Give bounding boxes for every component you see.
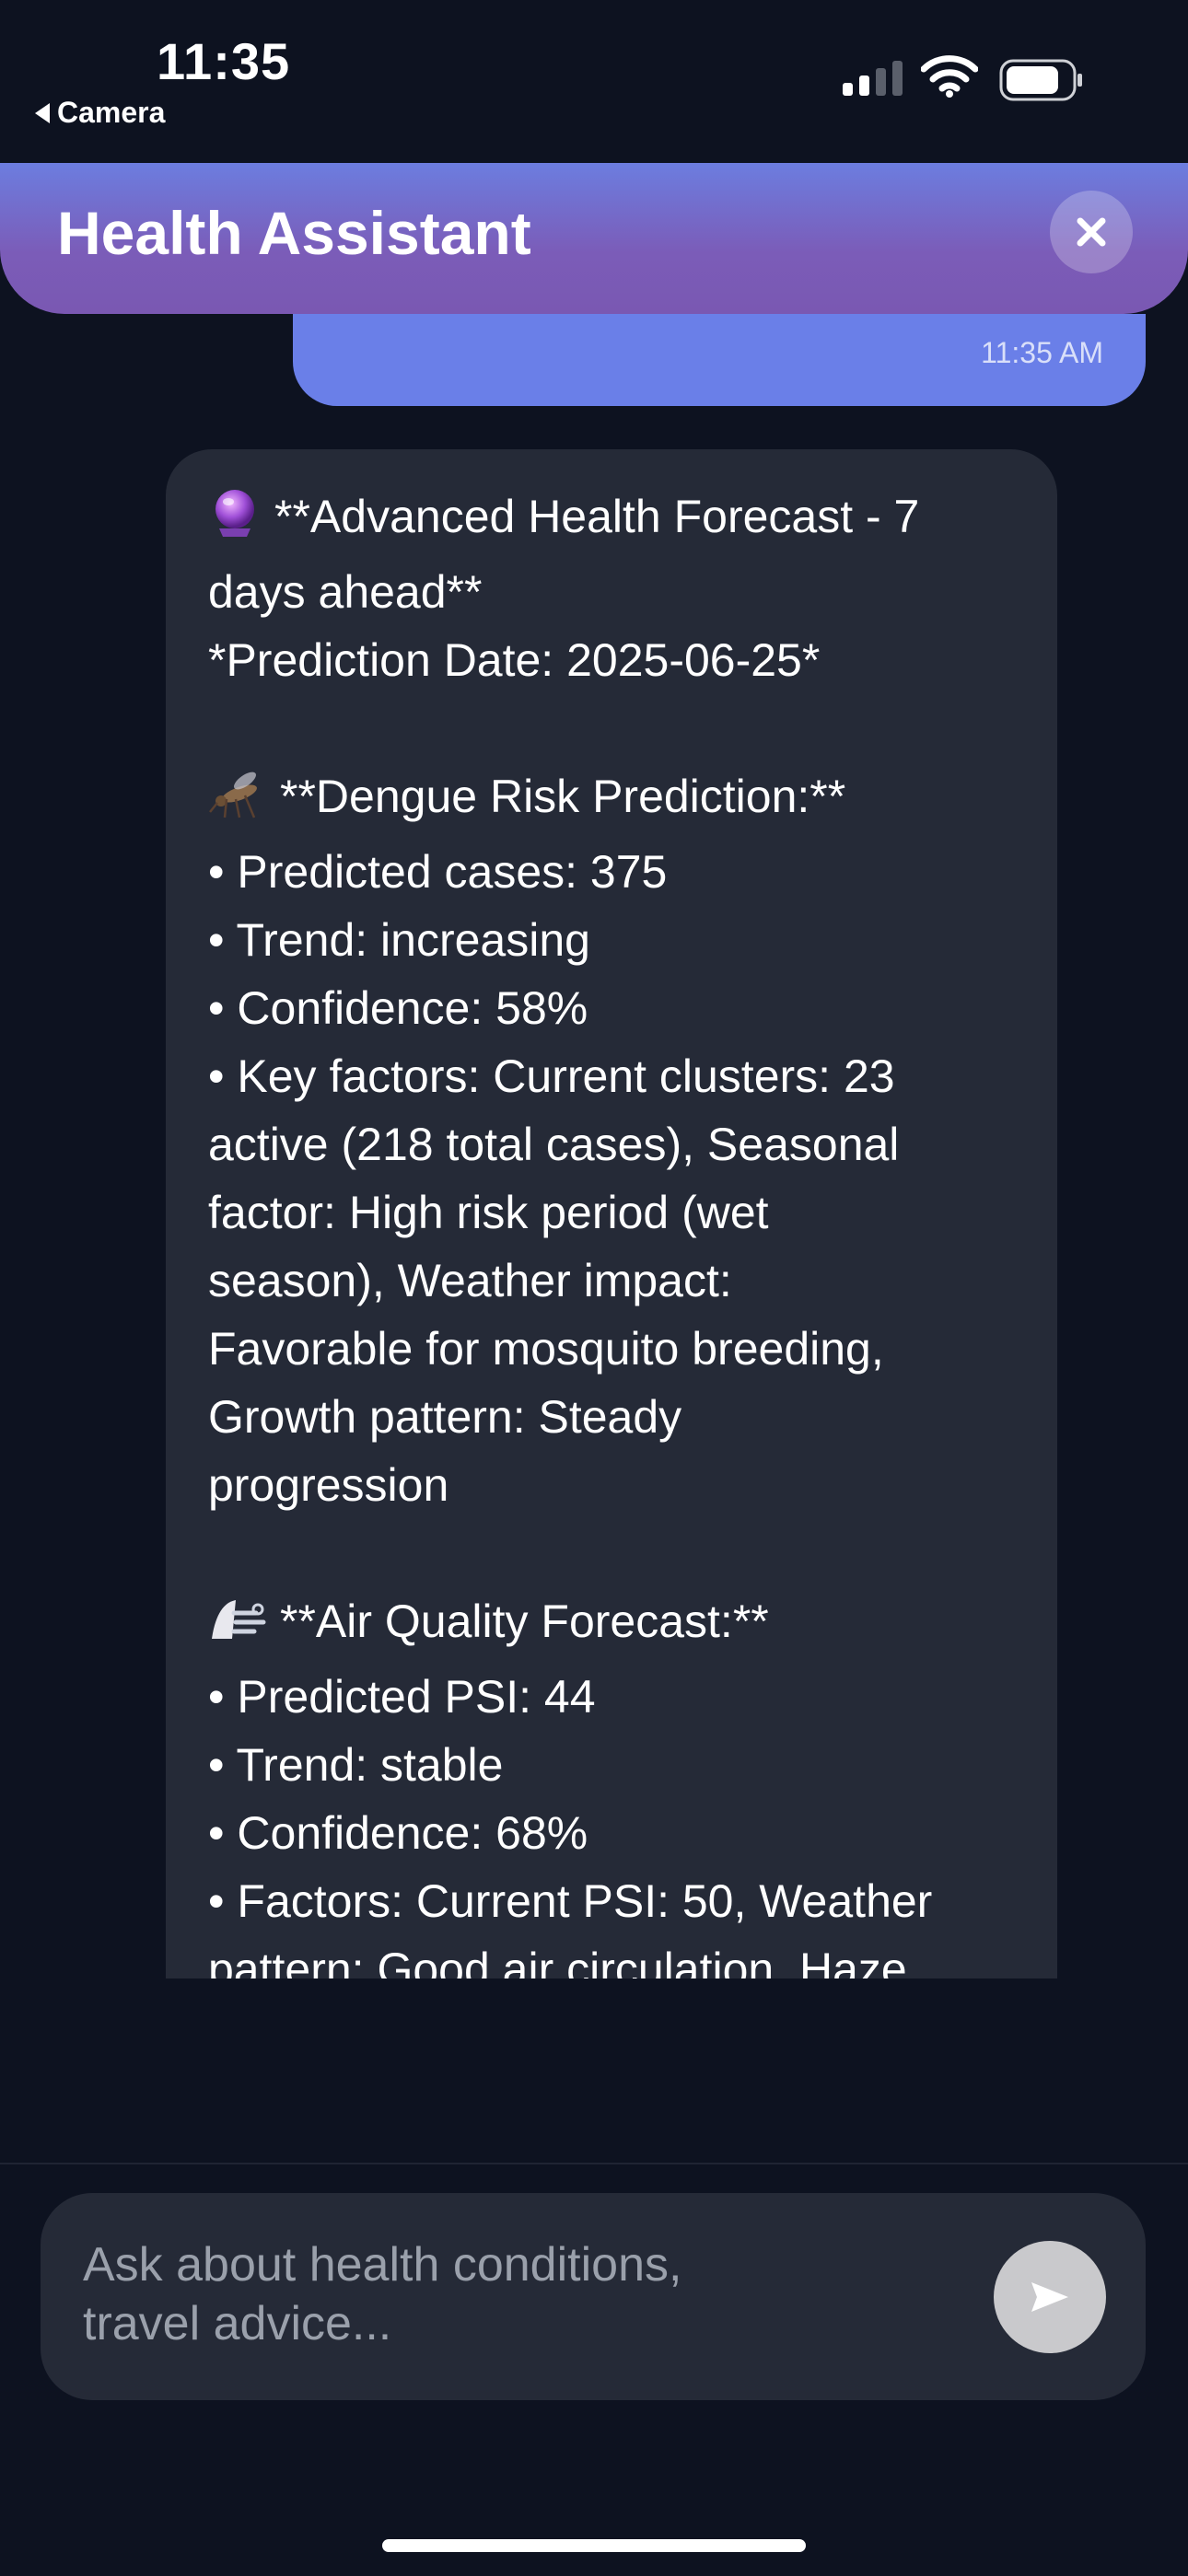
message-line: • Confidence: 58% bbox=[208, 982, 588, 1034]
chat-messages[interactable]: 11:35 AM **Advanced Health Forecast - 7 … bbox=[0, 314, 1188, 1978]
message-blank-line bbox=[208, 1519, 1037, 1587]
assistant-message-bubble: **Advanced Health Forecast - 7 days ahea… bbox=[166, 449, 1057, 1978]
message-line: • Key factors: Current clusters: 23 bbox=[208, 1050, 895, 1102]
message-line: **Air Quality Forecast:** bbox=[208, 1587, 1037, 1663]
message-line: **Dengue Risk Prediction:** bbox=[208, 762, 1037, 838]
crystal-ball-icon bbox=[208, 486, 262, 558]
message-blank-line bbox=[208, 694, 1037, 762]
back-caret-icon bbox=[35, 102, 50, 123]
message-line: • Predicted cases: 375 bbox=[208, 846, 668, 898]
back-label: Camera bbox=[57, 96, 166, 129]
chat-header: Health Assistant bbox=[0, 163, 1188, 314]
message-line: season), Weather impact: bbox=[208, 1255, 732, 1306]
status-bar: 11:35 Camera bbox=[0, 0, 1188, 157]
message-line: days ahead** bbox=[208, 566, 483, 618]
message-line: • Factors: Current PSI: 50, Weather bbox=[208, 1875, 933, 1927]
wifi-icon bbox=[920, 55, 979, 102]
message-input[interactable]: Ask about health conditions, travel advi… bbox=[41, 2193, 1146, 2400]
message-line: *Prediction Date: 2025-06-25* bbox=[208, 634, 821, 686]
message-line: **Advanced Health Forecast - 7 bbox=[208, 482, 1037, 558]
message-line: Favorable for mosquito breeding, bbox=[208, 1323, 884, 1375]
mosquito-icon bbox=[208, 766, 267, 838]
close-button[interactable] bbox=[1050, 191, 1133, 273]
wind-icon bbox=[208, 1595, 267, 1663]
message-line: active (218 total cases), Seasonal bbox=[208, 1119, 900, 1170]
message-line: • Predicted PSI: 44 bbox=[208, 1671, 596, 1723]
close-icon bbox=[1077, 217, 1106, 247]
message-line: progression bbox=[208, 1459, 449, 1511]
message-input-placeholder: Ask about health conditions, travel advi… bbox=[83, 2238, 682, 2350]
assistant-message-text: **Advanced Health Forecast - 7 days ahea… bbox=[208, 482, 1037, 1978]
header-title: Health Assistant bbox=[57, 199, 531, 267]
message-line: • Trend: stable bbox=[208, 1739, 504, 1791]
message-line: • Confidence: 68% bbox=[208, 1807, 588, 1859]
battery-icon bbox=[999, 59, 1084, 106]
status-time: 11:35 bbox=[157, 32, 291, 90]
message-line: factor: High risk period (wet bbox=[208, 1187, 769, 1238]
back-to-camera-link[interactable]: Camera bbox=[35, 96, 165, 130]
message-composer: Ask about health conditions, travel advi… bbox=[0, 2163, 1188, 2576]
user-message-bubble: 11:35 AM bbox=[293, 314, 1146, 406]
send-button[interactable] bbox=[994, 2241, 1106, 2353]
home-indicator[interactable] bbox=[382, 2539, 806, 2552]
message-line: Growth pattern: Steady bbox=[208, 1391, 682, 1443]
message-line: • Trend: increasing bbox=[208, 914, 590, 966]
cellular-signal-icon bbox=[843, 61, 903, 96]
send-icon bbox=[1031, 2282, 1068, 2312]
message-line: pattern: Good air circulation, Haze bbox=[208, 1944, 907, 1978]
user-message-time: 11:35 AM bbox=[981, 336, 1103, 369]
